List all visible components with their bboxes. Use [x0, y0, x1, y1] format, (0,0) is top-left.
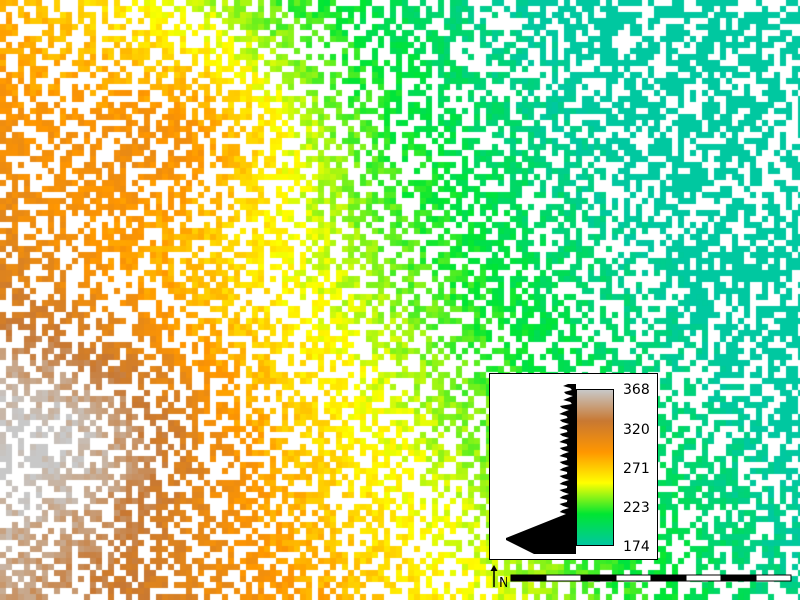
scale-bar-segment	[510, 574, 547, 582]
legend-tick-2: 320	[623, 422, 650, 438]
scale-bar-segment	[685, 574, 722, 582]
legend-tick-4: 223	[623, 500, 650, 516]
scale-bar-segment	[720, 574, 757, 582]
scale-bar-segment	[615, 574, 652, 582]
scale-bar	[510, 574, 792, 582]
histogram-shape	[506, 384, 576, 554]
legend-panel: 368 320 271 223 174	[489, 373, 658, 560]
scale-bar-segment	[755, 574, 792, 582]
north-arrow-icon: N	[490, 565, 507, 589]
legend-tick-max: 368	[623, 382, 650, 398]
legend-tick-min: 174	[623, 539, 650, 555]
north-label: N	[499, 576, 507, 589]
scale-bar-segment	[650, 574, 687, 582]
legend-tick-3: 271	[623, 461, 650, 477]
scale-bar-segment	[580, 574, 617, 582]
histogram	[506, 384, 576, 554]
color-ramp	[576, 389, 614, 546]
scale-bar-segment	[545, 574, 582, 582]
